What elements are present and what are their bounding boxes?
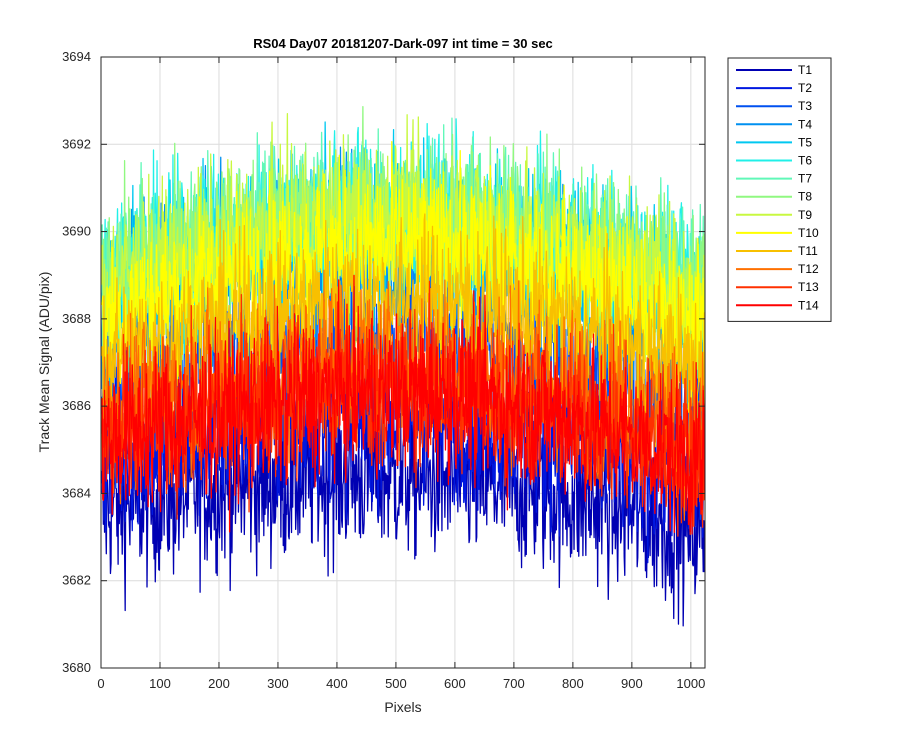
y-axis-label: Track Mean Signal (ADU/pix)	[36, 272, 52, 453]
x-tick-label: 500	[385, 676, 407, 691]
x-tick-label: 1000	[676, 676, 705, 691]
legend-entry-t1: T1	[798, 63, 812, 77]
legend-entry-t11: T11	[798, 244, 818, 258]
legend-box	[727, 57, 832, 322]
legend-entry-t4: T4	[798, 117, 812, 131]
series-layer	[101, 106, 705, 627]
x-tick-label: 200	[208, 676, 230, 691]
x-tick-label: 700	[503, 676, 525, 691]
y-tick-label: 3690	[62, 224, 91, 239]
y-tick-label: 3694	[62, 49, 91, 64]
legend-entry-t2: T2	[798, 81, 812, 95]
y-tick-label: 3682	[62, 573, 91, 588]
legend-entry-t6: T6	[798, 154, 812, 168]
y-tick-label: 3688	[62, 311, 91, 326]
x-tick-label: 300	[267, 676, 289, 691]
series-line-t14	[101, 274, 705, 535]
x-axis-label: Pixels	[384, 699, 421, 715]
legend-entry-t7: T7	[798, 172, 812, 186]
legend-entry-t12: T12	[798, 262, 819, 276]
series-line-t11	[101, 213, 705, 454]
y-tick-label: 3692	[62, 136, 91, 151]
x-tick-label: 600	[444, 676, 466, 691]
x-tick-label: 900	[621, 676, 643, 691]
legend-entry-t8: T8	[798, 190, 812, 204]
legend-entry-t14: T14	[798, 298, 819, 312]
legend: T1 T2 T3 T4 T5 T6 T7 T8 T9 T10 T11 T12 T13 T14	[727, 57, 832, 322]
legend-entry-t10: T10	[798, 226, 819, 240]
y-tick-label: 3686	[62, 398, 91, 413]
y-tick-label: 3684	[62, 485, 91, 500]
legend-entry-t13: T13	[798, 280, 819, 294]
chart-title: RS04 Day07 20181207-Dark-097 int time = …	[253, 36, 553, 51]
plot-frame	[100, 56, 706, 669]
x-tick-label: 0	[97, 676, 104, 691]
legend-entry-t5: T5	[798, 135, 812, 149]
x-tick-label: 100	[149, 676, 171, 691]
legend-entry-t3: T3	[798, 99, 812, 113]
x-tick-label: 800	[562, 676, 584, 691]
axis-ticks: 0 100 200 300 400 500 600 700 800 900 1000 3680 3682…	[62, 49, 705, 691]
y-tick-label: 3680	[62, 660, 91, 675]
x-tick-label: 400	[326, 676, 348, 691]
legend-entry-t9: T9	[798, 208, 812, 222]
